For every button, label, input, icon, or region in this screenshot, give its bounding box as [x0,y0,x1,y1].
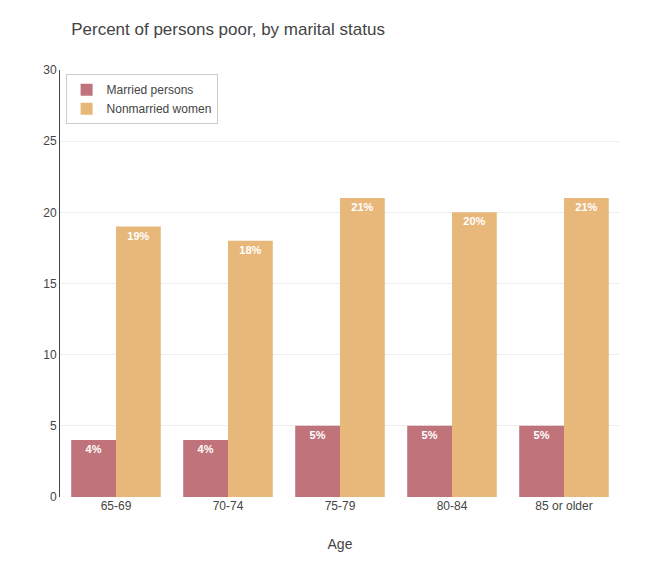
svg-text:85 or older: 85 or older [535,499,592,513]
svg-text:19%: 19% [127,230,149,242]
svg-text:Nonmarried women: Nonmarried women [107,102,212,116]
svg-text:20%: 20% [463,215,485,227]
svg-text:18%: 18% [239,244,261,256]
svg-text:10: 10 [43,348,57,362]
svg-text:80-84: 80-84 [437,499,468,513]
svg-text:5%: 5% [310,429,326,441]
svg-text:Percent of persons poor, by ma: Percent of persons poor, by marital stat… [71,20,385,39]
svg-text:Age: Age [328,536,353,552]
svg-text:30: 30 [43,63,57,77]
svg-text:5%: 5% [422,429,438,441]
svg-text:20: 20 [43,206,57,220]
svg-text:4%: 4% [198,443,214,455]
svg-text:75-79: 75-79 [325,499,356,513]
svg-text:5: 5 [50,419,57,433]
svg-text:5%: 5% [534,429,550,441]
svg-text:21%: 21% [575,201,597,213]
svg-text:4%: 4% [86,443,102,455]
svg-text:25: 25 [43,134,57,148]
svg-text:21%: 21% [351,201,373,213]
svg-text:15: 15 [43,277,57,291]
svg-text:Married persons: Married persons [107,83,194,97]
svg-text:70-74: 70-74 [213,499,244,513]
svg-text:0: 0 [50,490,57,504]
svg-text:65-69: 65-69 [101,499,132,513]
